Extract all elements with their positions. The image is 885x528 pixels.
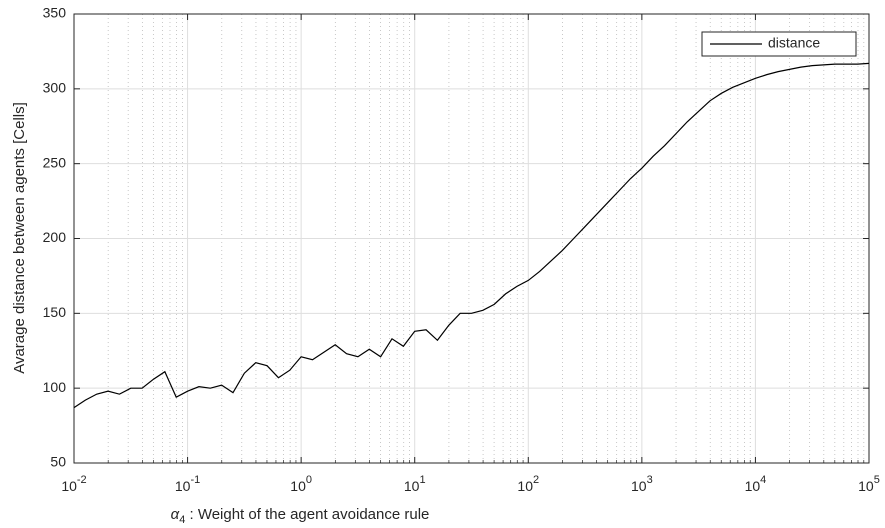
y-tick-label: 300 bbox=[43, 80, 67, 96]
x-tick-label: 102 bbox=[517, 474, 539, 494]
y-tick-label: 200 bbox=[43, 229, 67, 245]
x-tick-label: 101 bbox=[404, 474, 426, 494]
plot-frame bbox=[73, 13, 870, 464]
data-line bbox=[73, 62, 870, 409]
x-tick-label: 100 bbox=[290, 474, 312, 494]
x-tick-label: 10-2 bbox=[61, 474, 86, 494]
x-tick-label: 10-1 bbox=[175, 474, 200, 494]
x-axis-label: α4 : Weight of the agent avoidance rule bbox=[171, 506, 430, 526]
x-tick-label: 105 bbox=[858, 474, 880, 494]
legend-label: distance bbox=[768, 35, 820, 51]
x-tick-label: 103 bbox=[631, 474, 653, 494]
y-tick-label: 100 bbox=[43, 379, 67, 395]
y-tick-label: 150 bbox=[43, 304, 67, 320]
y-tick-label: 250 bbox=[43, 154, 67, 170]
y-tick-label: 50 bbox=[50, 454, 66, 470]
y-tick-label: 350 bbox=[43, 5, 67, 21]
x-tick-label: 104 bbox=[745, 474, 767, 494]
y-axis-label: Avarage distance between agents [Cells] bbox=[11, 102, 28, 374]
